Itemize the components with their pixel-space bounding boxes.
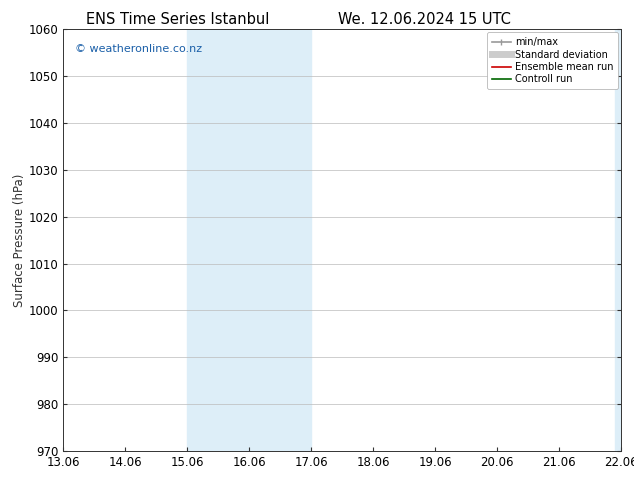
Legend: min/max, Standard deviation, Ensemble mean run, Controll run: min/max, Standard deviation, Ensemble me…: [487, 32, 618, 89]
Text: ENS Time Series Istanbul: ENS Time Series Istanbul: [86, 12, 269, 27]
Text: © weatheronline.co.nz: © weatheronline.co.nz: [75, 44, 202, 54]
Bar: [615, 29, 621, 451]
Bar: [188, 29, 218, 451]
Y-axis label: Surface Pressure (hPa): Surface Pressure (hPa): [13, 173, 26, 307]
Bar: [218, 29, 311, 451]
Text: We. 12.06.2024 15 UTC: We. 12.06.2024 15 UTC: [339, 12, 511, 27]
